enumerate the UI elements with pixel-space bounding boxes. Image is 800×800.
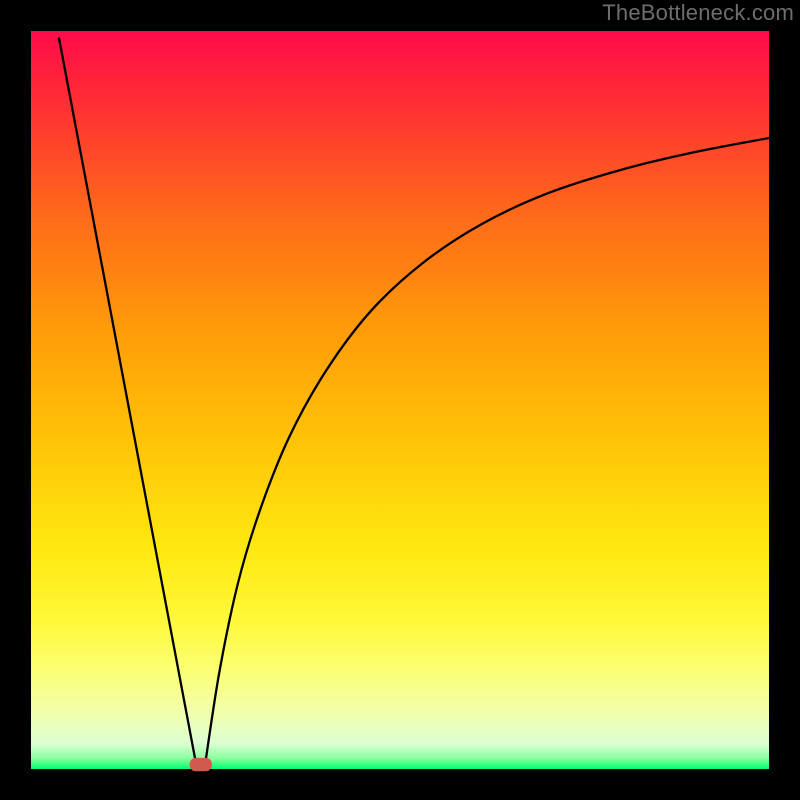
chart-container: TheBottleneck.com bbox=[0, 0, 800, 800]
bottleneck-chart bbox=[0, 0, 800, 800]
watermark-text: TheBottleneck.com bbox=[602, 0, 794, 26]
optimum-marker bbox=[190, 758, 212, 771]
plot-area bbox=[31, 31, 769, 769]
